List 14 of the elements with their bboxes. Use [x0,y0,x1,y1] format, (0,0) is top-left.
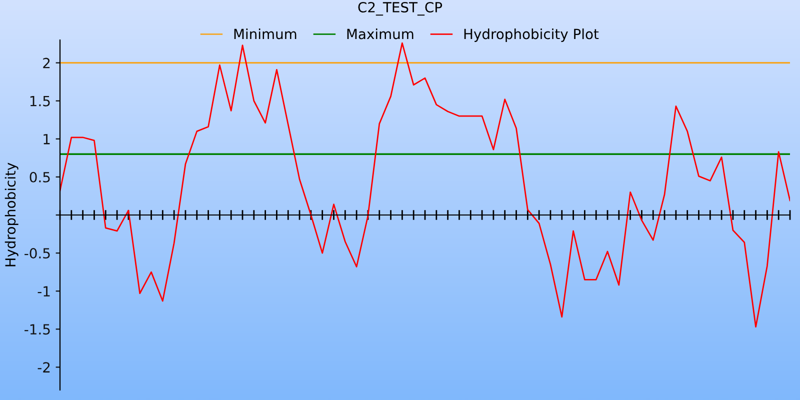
legend-label: Hydrophobicity Plot [464,28,599,42]
legend-label: Maximum [347,28,414,40]
y-tick-label: 1.5 [30,96,50,106]
y-tick-label: -0.5 [24,248,50,259]
y-tick-label: -2 [38,362,50,372]
y-axis-title: Hydrophobicity [4,162,18,266]
line-series [60,42,790,328]
y-tick-label: 1 [44,134,50,144]
y-tick-label: -1.5 [24,324,50,335]
chart-title: C2_TEST_CP [358,2,442,16]
y-tick-label: 0.5 [30,172,50,182]
y-tick-label: -1 [38,286,50,296]
legend-label: Minimum [234,28,296,40]
y-tick-label: 2 [43,58,50,68]
